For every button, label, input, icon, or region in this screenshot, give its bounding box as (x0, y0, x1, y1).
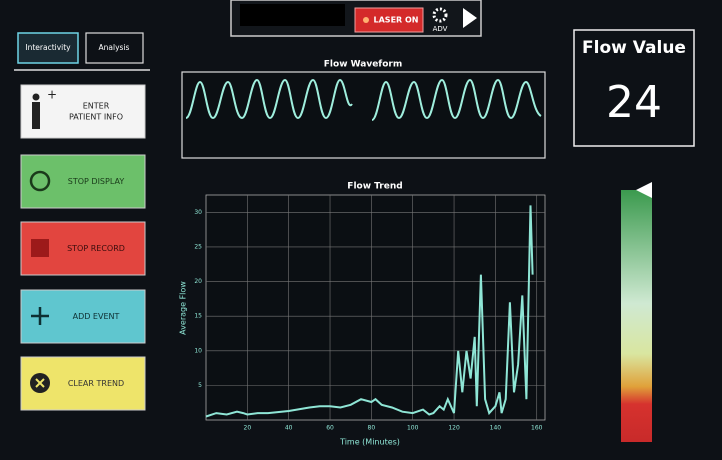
button-label: ENTER (83, 102, 110, 111)
x-axis-label: Time (Minutes) (339, 438, 400, 447)
y-tick-label: 30 (194, 209, 202, 216)
action-button[interactable]: STOP RECORD (20, 221, 146, 276)
waveform-line (185, 78, 542, 121)
action-button[interactable]: ENTER PATIENT INFO + (20, 84, 146, 139)
action-button[interactable]: ADD EVENT (20, 289, 146, 344)
plot-area (205, 194, 546, 421)
trend-line (205, 205, 534, 418)
icon: + (47, 88, 57, 102)
button-label: CLEAR TREND (68, 379, 124, 388)
redacted-box (240, 4, 345, 26)
action-button[interactable]: STOP DISPLAY (20, 154, 146, 209)
x-tick-label: 160 (531, 425, 543, 432)
button-label: PATIENT INFO (69, 113, 123, 122)
action-button[interactable]: CLEAR TREND (20, 356, 146, 411)
x-tick-label: 40 (285, 425, 293, 432)
flow-value: 24 (606, 77, 662, 128)
y-axis-label: Average Flow (179, 281, 188, 335)
button-face (20, 84, 146, 139)
tab-label: Analysis (99, 43, 130, 52)
y-tick-label: 10 (194, 347, 202, 354)
x-tick-label: 100 (407, 425, 419, 432)
icon (29, 170, 51, 192)
laser-label: LASER ON (374, 16, 419, 25)
adv-label: ADV (433, 25, 448, 33)
trend-title: Flow Trend (347, 182, 402, 192)
x-tick-label: 140 (490, 425, 502, 432)
y-tick-label: 20 (194, 278, 202, 285)
flow-value-title: Flow Value (582, 38, 686, 58)
x-tick-label: 60 (326, 425, 334, 432)
button-label: STOP RECORD (67, 244, 125, 253)
y-tick-label: 15 (194, 313, 202, 320)
level-marker (636, 182, 652, 198)
x-tick-label: 20 (244, 425, 252, 432)
waveform-box (181, 71, 546, 159)
waveform-title: Flow Waveform (324, 60, 402, 70)
laser-button[interactable]: LASER ON (354, 7, 424, 33)
button-face (20, 154, 146, 209)
y-tick-label: 5 (198, 382, 202, 389)
tab[interactable]: Analysis (85, 32, 144, 64)
tab[interactable]: Interactivity (17, 32, 79, 64)
flow-value-box (573, 29, 695, 147)
y-tick-label: 25 (194, 243, 202, 250)
icon (35, 378, 45, 388)
x-tick-label: 80 (368, 425, 376, 432)
icon (32, 102, 40, 129)
play-button[interactable] (463, 8, 477, 28)
icon (32, 93, 40, 101)
button-label: ADD EVENT (73, 312, 120, 321)
flow-level-bar (621, 190, 652, 442)
button-label: STOP DISPLAY (68, 177, 125, 186)
adv-button[interactable]: ADV (432, 7, 448, 33)
tab-label: Interactivity (25, 43, 71, 52)
x-tick-label: 120 (448, 425, 460, 432)
icon (31, 239, 49, 257)
